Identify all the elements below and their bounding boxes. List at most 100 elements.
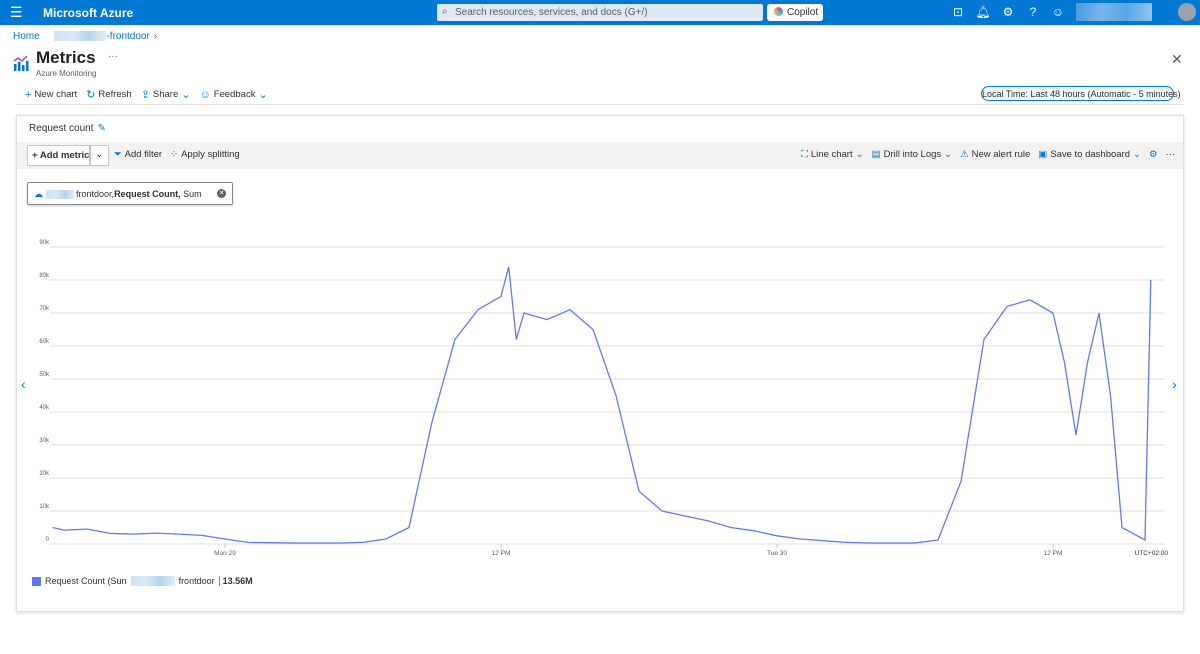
smile-icon: ☺ (199, 88, 211, 101)
chevron-down-icon: ⌄ (95, 149, 104, 160)
feedback-button[interactable]: ☺ Feedback ⌄ (199, 88, 268, 102)
refresh-label: Refresh (98, 89, 132, 100)
y-tick-label: 0 (46, 537, 50, 543)
avatar[interactable] (1178, 3, 1196, 21)
split-icon: ⁘ (170, 149, 179, 160)
redacted-block (45, 190, 74, 200)
add-metric-dropdown[interactable]: ⌄ (90, 145, 109, 166)
chevron-down-icon: ⌄ (855, 149, 864, 160)
save-dashboard-button[interactable]: ▣ Save to dashboard ⌄ (1038, 149, 1141, 160)
line-chart-icon: ⛶ (801, 149, 808, 160)
save-icon: ▣ (1038, 149, 1048, 160)
new-chart-button[interactable]: + New chart (25, 88, 77, 101)
add-filter-label: Add filter (124, 149, 163, 160)
gear-icon: ⚙ (1148, 149, 1158, 160)
copilot-label: Copilot (787, 7, 819, 18)
metrics-icon (13, 55, 29, 71)
close-icon[interactable]: ✕ (1171, 51, 1183, 67)
page-title: Metrics (36, 48, 96, 67)
share-button[interactable]: ⇪ Share ⌄ (141, 88, 191, 101)
drill-logs-label: Drill into Logs (883, 149, 942, 160)
search-input[interactable]: ⌕ Search resources, services, and docs (G… (437, 4, 763, 21)
time-range-button[interactable]: Local Time: Last 48 hours (Automatic - 5… (981, 86, 1181, 101)
chevron-down-icon: ⌄ (1133, 149, 1141, 160)
chart-title-text: Request count (29, 123, 94, 134)
toolbar-right-group: ⛶ Line chart ⌄ ▤ Drill into Logs ⌄ ⚠ New aler… (801, 149, 1175, 160)
legend-total: 13.56M (218, 576, 253, 586)
copilot-button[interactable]: Copilot (767, 4, 823, 21)
chart-title[interactable]: Request count ✎ (29, 123, 106, 134)
chevron-down-icon: ⌄ (181, 89, 191, 101)
breadcrumb: Home -frontdoor › (13, 31, 157, 42)
copilot-icon (774, 7, 783, 16)
pill-resource: frontdoor, (76, 189, 115, 199)
pill-aggregation: Sum (183, 189, 202, 199)
settings-button[interactable]: ⚙ (1149, 149, 1158, 160)
share-icon: ⇪ (140, 89, 150, 101)
pencil-icon[interactable]: ✎ (97, 123, 106, 134)
add-filter-button[interactable]: ⏷ Add filter (114, 149, 162, 160)
menu-icon[interactable]: ☰ (10, 4, 23, 20)
feedback-icon[interactable]: ☺ (1051, 5, 1065, 19)
save-dashboard-label: Save to dashboard (1050, 149, 1130, 160)
y-tick-label: 40k (39, 405, 50, 411)
line-chart-button[interactable]: ⛶ Line chart ⌄ (801, 149, 863, 160)
refresh-icon: ↻ (86, 89, 96, 101)
cloud-shell-icon[interactable]: ⊡ (952, 5, 964, 19)
chevron-down-icon: ⌄ (258, 89, 268, 101)
page-subtitle: Azure Monitoring (36, 69, 97, 78)
y-tick-label: 70k (39, 306, 50, 312)
timezone-label: UTC+02:00 (1135, 550, 1169, 557)
new-alert-label: New alert rule (971, 149, 1031, 160)
add-metric-button[interactable]: + Add metric (27, 145, 90, 166)
new-alert-button[interactable]: ⚠ New alert rule (960, 149, 1030, 160)
logs-icon: ▤ (871, 149, 881, 160)
apply-splitting-label: Apply splitting (181, 149, 240, 160)
plus-icon: + (25, 88, 32, 101)
y-tick-label: 90k (39, 240, 50, 246)
more-button[interactable]: ··· (108, 51, 118, 62)
brand[interactable]: Microsoft Azure (43, 6, 134, 20)
redacted-block (54, 31, 107, 42)
chart-toolbar: + Add metric ⌄ ⏷ Add filter ⁘ Apply splitt… (17, 142, 1183, 169)
redacted-block (130, 576, 175, 586)
metric-pill[interactable]: ☁ frontdoor,Request Count, Sum ✕ (27, 182, 233, 205)
alert-icon: ⚠ (960, 149, 969, 160)
line-chart-label: Line chart (810, 149, 853, 160)
breadcrumb-home[interactable]: Home (13, 31, 40, 42)
search-placeholder: Search resources, services, and docs (G+… (455, 7, 648, 18)
chevron-down-icon: ⌄ (944, 149, 953, 160)
breadcrumb-resource[interactable]: -frontdoor (106, 31, 150, 42)
drill-logs-button[interactable]: ▤ Drill into Logs ⌄ (872, 149, 953, 160)
y-tick-label: 60k (39, 339, 50, 345)
feedback-label: Feedback (213, 89, 256, 100)
divider (16, 104, 1184, 105)
y-tick-label: 80k (39, 273, 50, 279)
legend-resource: frontdoor (178, 576, 215, 586)
x-tick-label: 12 PM (492, 550, 511, 557)
remove-icon[interactable]: ✕ (217, 189, 226, 198)
bell-icon[interactable]: 🔔︎ (975, 5, 991, 19)
frontdoor-icon: ☁ (34, 189, 43, 199)
pill-metric: Request Count, (114, 189, 181, 199)
top-bar: ☰ Microsoft Azure ⌕ Search resources, ser… (0, 0, 1200, 25)
chevron-left-icon[interactable]: ‹ (21, 376, 26, 392)
gear-icon[interactable]: ⚙ (1002, 5, 1014, 19)
x-tick-label: Mon 29 (214, 550, 236, 557)
series-line (52, 266, 1152, 544)
chevron-right-icon[interactable]: › (1172, 376, 1177, 392)
plus-icon: + (32, 150, 40, 161)
refresh-button[interactable]: ↻ Refresh (86, 88, 131, 101)
x-tick-label: Tue 30 (767, 550, 787, 557)
chevron-right-icon: › (153, 31, 158, 42)
chart-legend[interactable]: Request Count (Sun frontdoor 13.56M (32, 576, 253, 586)
chart-card: Request count ✎ + Add metric ⌄ ⏷ Add filte… (16, 115, 1184, 612)
more-button[interactable]: ··· (1165, 149, 1176, 160)
help-icon[interactable]: ? (1029, 5, 1037, 19)
command-bar: + New chart ↻ Refresh ⇪ Share ⌄ ☺ Feedback ⌄ (25, 88, 268, 102)
y-tick-label: 30k (39, 438, 50, 444)
search-icon: ⌕ (442, 6, 448, 17)
account-name-redacted[interactable] (1076, 3, 1152, 21)
apply-splitting-button[interactable]: ⁘ Apply splitting (170, 149, 240, 160)
